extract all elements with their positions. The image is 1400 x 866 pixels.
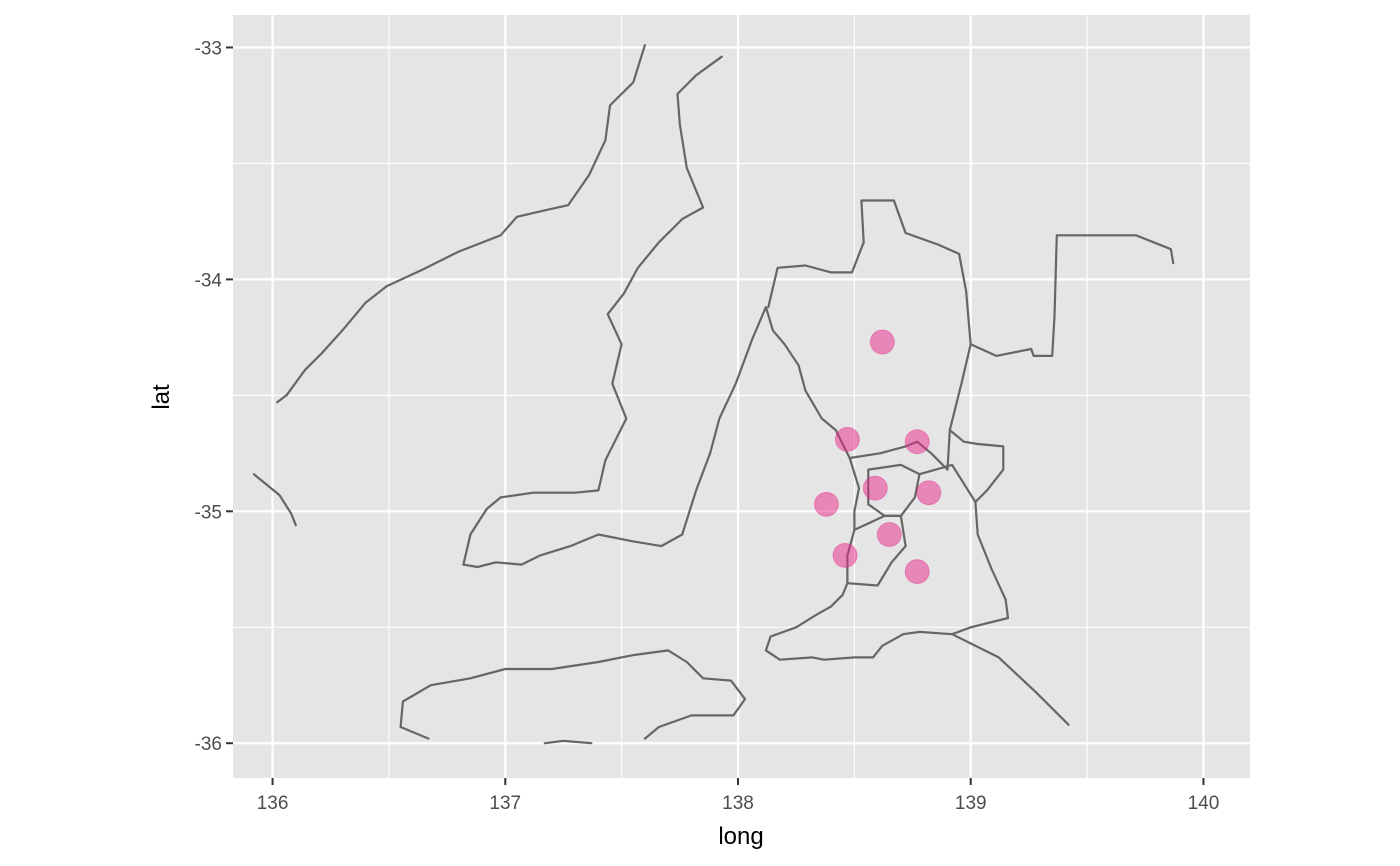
outline-kangaroo-island-north-coast	[399, 649, 747, 740]
x-tick-label: 138	[722, 793, 754, 814]
data-point-5	[916, 480, 942, 506]
data-point-2	[834, 426, 860, 452]
data-point-3	[904, 429, 930, 455]
y-tick-label: -36	[195, 734, 222, 755]
data-point-9	[904, 559, 930, 585]
data-points	[813, 329, 942, 585]
outline-greater-adelaide-east-edge	[948, 343, 1007, 601]
x-tick-label: 139	[955, 793, 987, 814]
y-axis: -33 -34 -35 -36	[195, 38, 233, 755]
x-tick-label: 136	[257, 793, 289, 814]
outline-southern-adelaide-council-boundary	[846, 514, 907, 587]
y-tick-label: -35	[195, 502, 222, 523]
y-axis-title: lat	[148, 384, 175, 410]
y-tick-label: -34	[195, 270, 223, 291]
x-tick-label: 140	[1188, 793, 1220, 814]
data-point-7	[876, 521, 902, 547]
outline-yorke-peninsula-west-coast	[681, 306, 768, 536]
data-point-4	[862, 475, 888, 501]
outline-eastern-adelaide-council-boundary	[918, 463, 977, 504]
outline-yorke-peninsula-south-coast	[462, 533, 684, 569]
x-tick-label: 137	[489, 793, 521, 814]
outline-murray-bridge-boundary	[950, 633, 1070, 726]
region-outlines	[252, 43, 1175, 745]
minor-gridlines	[233, 15, 1250, 778]
outline-greater-adelaide-south-edge	[764, 306, 1010, 661]
outline-wedge-island	[252, 473, 297, 527]
data-point-8	[832, 542, 858, 568]
outline-kangaroo-island-south-coast	[543, 739, 593, 745]
data-point-6	[813, 491, 839, 517]
outline-eyre-peninsula-coast	[276, 43, 647, 404]
data-point-1	[869, 329, 895, 355]
x-axis-title: long	[718, 823, 763, 850]
outline-greater-adelaide-boundary	[767, 199, 1175, 357]
plot-panel	[233, 15, 1250, 778]
outline-yorke-peninsula-east-coast	[462, 55, 723, 566]
y-tick-label: -33	[195, 38, 222, 59]
x-axis: 136 137 138 139 140	[257, 778, 1220, 814]
